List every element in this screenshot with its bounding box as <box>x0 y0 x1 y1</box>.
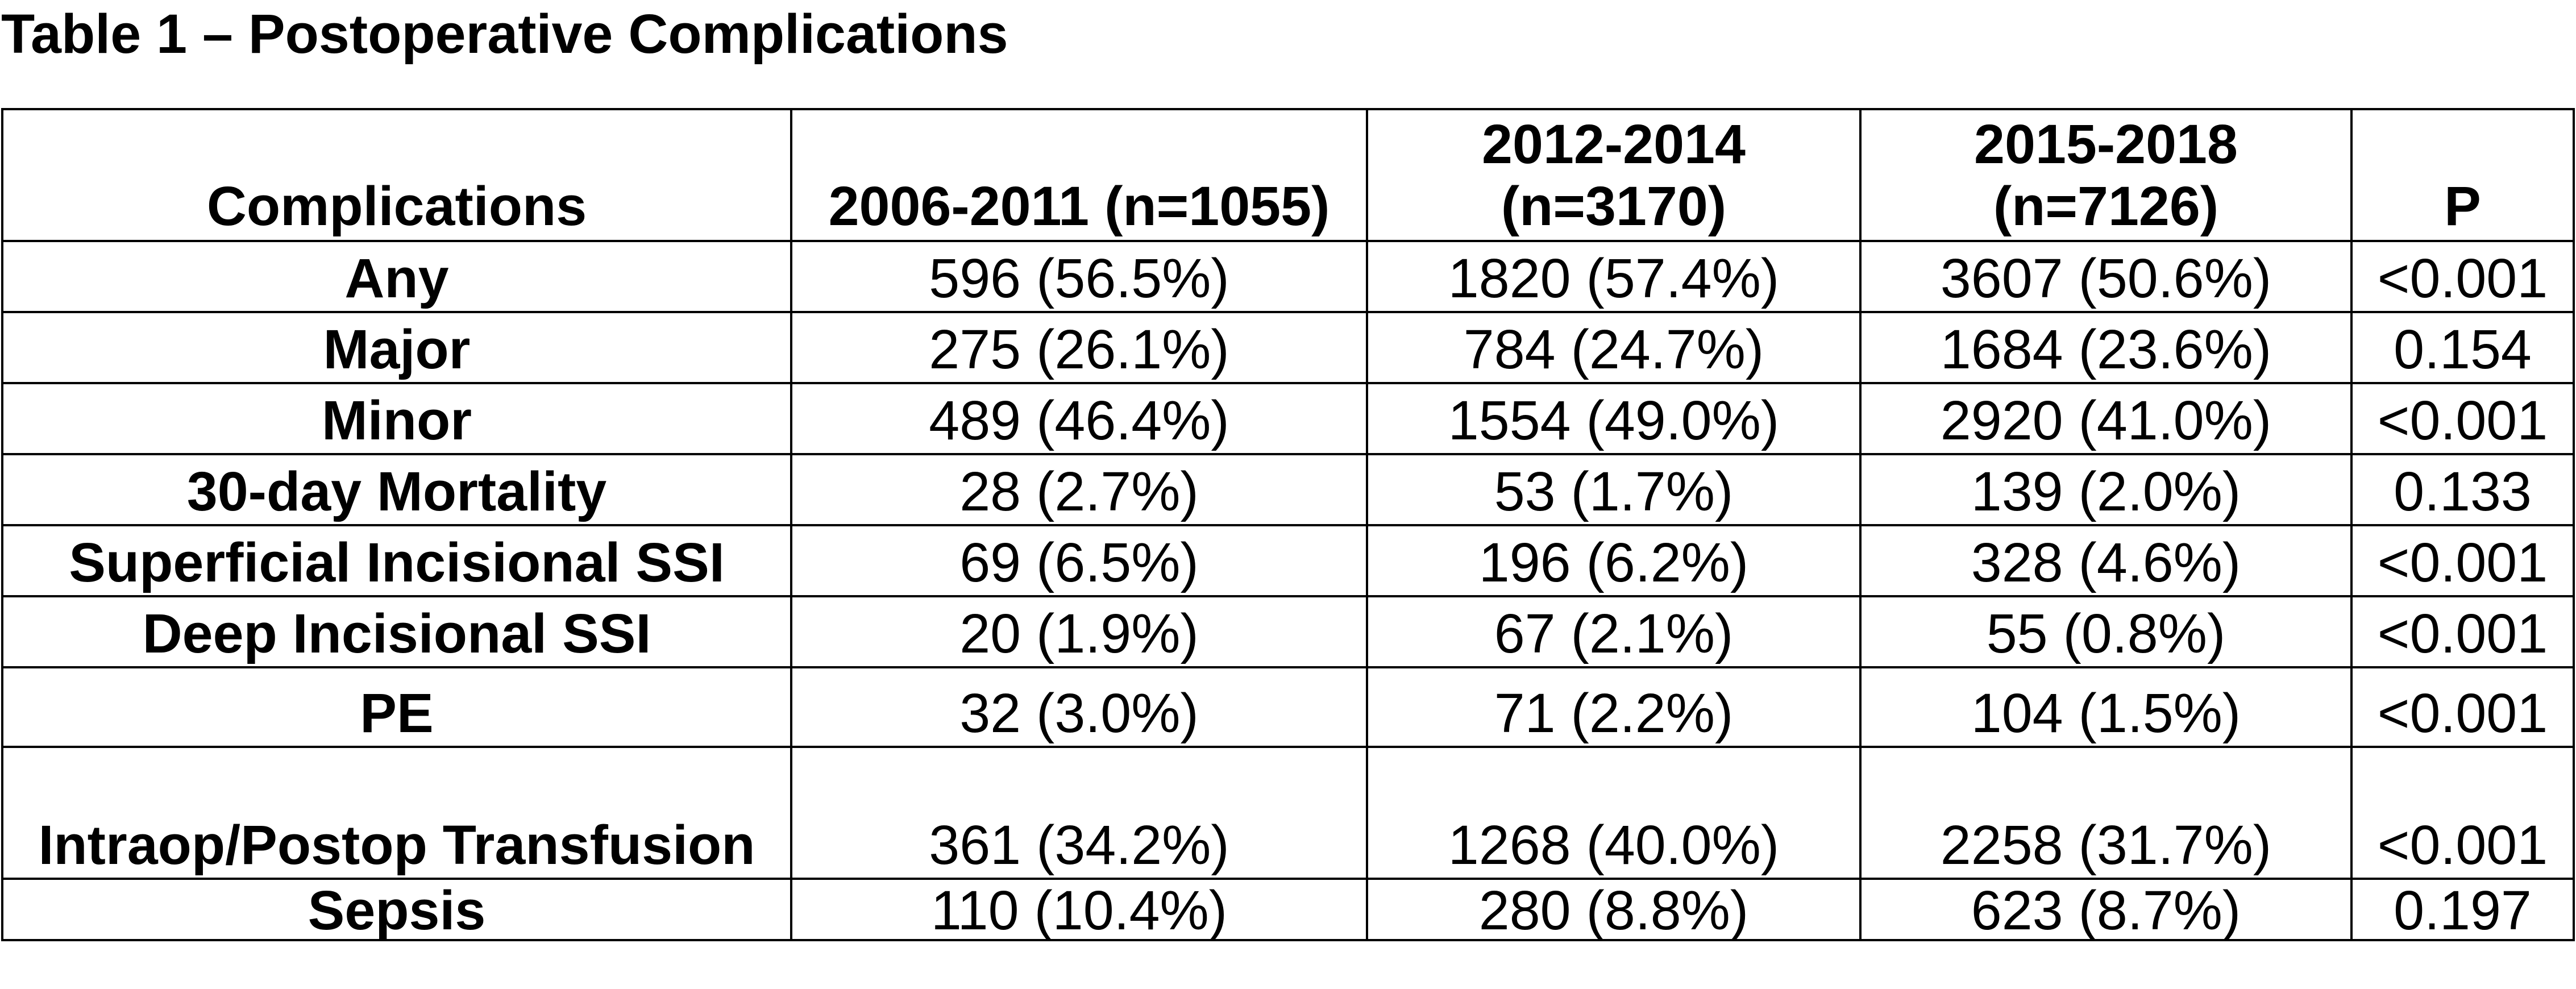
cell-2006-2011: 275 (26.1%) <box>790 311 1368 384</box>
cell-2012-2014: 1554 (49.0%) <box>1366 382 1862 455</box>
cell-p: <0.001 <box>2350 746 2575 880</box>
header-p: P <box>2350 108 2575 242</box>
table-row: Deep Incisional SSI 20 (1.9%) 67 (2.1%) … <box>1 595 2575 668</box>
table-row: 30-day Mortality 28 (2.7%) 53 (1.7%) 139… <box>1 453 2575 526</box>
cell-2006-2011: 20 (1.9%) <box>790 595 1368 668</box>
complications-table: Complications 2006-2011 (n=1055) 2012-20… <box>1 108 2575 941</box>
cell-2006-2011: 32 (3.0%) <box>790 666 1368 748</box>
cell-p: 0.133 <box>2350 453 2575 526</box>
cell-2012-2014: 784 (24.7%) <box>1366 311 1862 384</box>
cell-p: <0.001 <box>2350 382 2575 455</box>
cell-2006-2011: 596 (56.5%) <box>790 240 1368 313</box>
table-row: Superficial Incisional SSI 69 (6.5%) 196… <box>1 524 2575 597</box>
cell-2006-2011: 361 (34.2%) <box>790 746 1368 880</box>
cell-2012-2014: 67 (2.1%) <box>1366 595 1862 668</box>
cell-2006-2011: 28 (2.7%) <box>790 453 1368 526</box>
cell-p: 0.197 <box>2350 878 2575 941</box>
table-row: Any 596 (56.5%) 1820 (57.4%) 3607 (50.6%… <box>1 240 2575 313</box>
table-row: PE 32 (3.0%) 71 (2.2%) 104 (1.5%) <0.001 <box>1 666 2575 748</box>
row-label: Intraop/Postop Transfusion <box>1 746 792 880</box>
cell-2015-2018: 139 (2.0%) <box>1859 453 2353 526</box>
cell-2012-2014: 53 (1.7%) <box>1366 453 1862 526</box>
cell-2012-2014: 71 (2.2%) <box>1366 666 1862 748</box>
header-row: Complications 2006-2011 (n=1055) 2012-20… <box>1 108 2575 242</box>
cell-2006-2011: 110 (10.4%) <box>790 878 1368 941</box>
cell-2006-2011: 69 (6.5%) <box>790 524 1368 597</box>
cell-2015-2018: 2258 (31.7%) <box>1859 746 2353 880</box>
cell-2015-2018: 3607 (50.6%) <box>1859 240 2353 313</box>
header-2015-2018: 2015-2018 (n=7126) <box>1859 108 2353 242</box>
cell-2015-2018: 328 (4.6%) <box>1859 524 2353 597</box>
row-label: Major <box>1 311 792 384</box>
cell-p: <0.001 <box>2350 240 2575 313</box>
table-row: Sepsis 110 (10.4%) 280 (8.8%) 623 (8.7%)… <box>1 878 2575 941</box>
cell-p: <0.001 <box>2350 666 2575 748</box>
cell-2012-2014: 1820 (57.4%) <box>1366 240 1862 313</box>
header-complications: Complications <box>1 108 792 242</box>
row-label: Any <box>1 240 792 313</box>
header-2012-2014: 2012-2014 (n=3170) <box>1366 108 1862 242</box>
table-row: Minor 489 (46.4%) 1554 (49.0%) 2920 (41.… <box>1 382 2575 455</box>
table-row: Major 275 (26.1%) 784 (24.7%) 1684 (23.6… <box>1 311 2575 384</box>
cell-2015-2018: 623 (8.7%) <box>1859 878 2353 941</box>
row-label: Minor <box>1 382 792 455</box>
cell-2012-2014: 1268 (40.0%) <box>1366 746 1862 880</box>
page-title: Table 1 – Postoperative Complications <box>1 3 1008 65</box>
row-label: Deep Incisional SSI <box>1 595 792 668</box>
row-label: 30-day Mortality <box>1 453 792 526</box>
cell-2015-2018: 2920 (41.0%) <box>1859 382 2353 455</box>
cell-2012-2014: 280 (8.8%) <box>1366 878 1862 941</box>
cell-p: <0.001 <box>2350 595 2575 668</box>
row-label: Sepsis <box>1 878 792 941</box>
cell-2012-2014: 196 (6.2%) <box>1366 524 1862 597</box>
cell-2006-2011: 489 (46.4%) <box>790 382 1368 455</box>
cell-2015-2018: 104 (1.5%) <box>1859 666 2353 748</box>
cell-p: 0.154 <box>2350 311 2575 384</box>
cell-2015-2018: 55 (0.8%) <box>1859 595 2353 668</box>
cell-p: <0.001 <box>2350 524 2575 597</box>
table-row: Intraop/Postop Transfusion 361 (34.2%) 1… <box>1 746 2575 880</box>
cell-2015-2018: 1684 (23.6%) <box>1859 311 2353 384</box>
header-2006-2011: 2006-2011 (n=1055) <box>790 108 1368 242</box>
row-label: PE <box>1 666 792 748</box>
row-label: Superficial Incisional SSI <box>1 524 792 597</box>
